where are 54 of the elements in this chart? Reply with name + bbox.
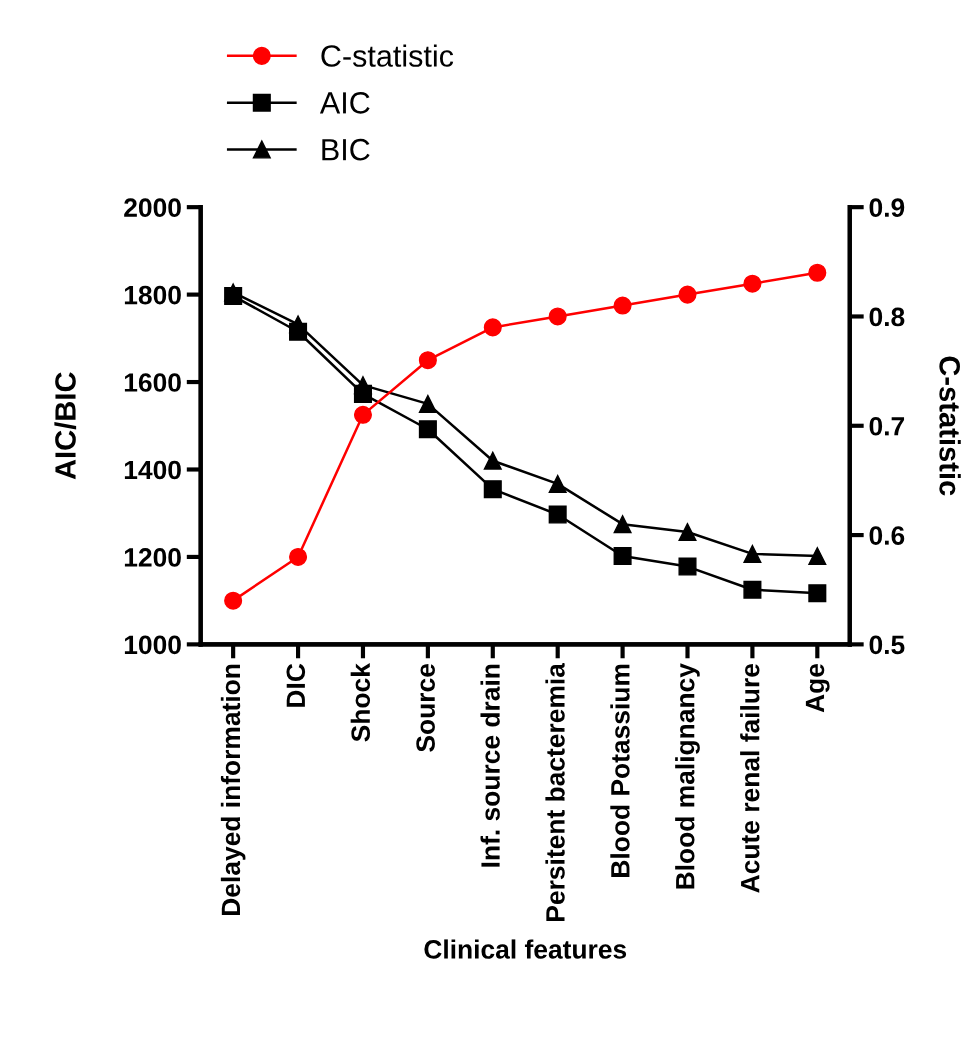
- point: [418, 420, 437, 439]
- point: [289, 322, 308, 341]
- point: [353, 384, 372, 403]
- x-tick-label: Inf. source drain: [480, 664, 500, 867]
- y2-axis-title: C-statistic: [939, 356, 961, 496]
- y2-tick-label: 0.6: [869, 526, 905, 545]
- y2-tick-label: 0.7: [869, 416, 905, 436]
- y-tick-label: 1800: [124, 285, 181, 305]
- point: [743, 544, 762, 563]
- x-tick-label: Shock: [350, 663, 371, 742]
- point: [743, 274, 762, 293]
- y2-tick-label: 0.5: [869, 635, 905, 655]
- point: [808, 263, 827, 282]
- legend-label: AIC: [319, 92, 370, 114]
- y2-tick-label: 0.9: [869, 198, 905, 217]
- x-tick-label: Blood Potassium: [610, 664, 630, 877]
- y-tick-label: 1200: [124, 548, 181, 567]
- legend-label: BIC: [322, 138, 370, 161]
- point: [418, 394, 437, 413]
- point: [613, 296, 632, 315]
- y-tick-label: 1000: [124, 635, 181, 655]
- x-tick-label: Age: [805, 664, 830, 713]
- point: [224, 591, 243, 610]
- point: [743, 580, 762, 599]
- point: [678, 522, 697, 542]
- x-tick-label: Blood malignancy: [675, 663, 700, 889]
- point: [613, 547, 632, 566]
- point: [613, 515, 632, 534]
- point: [808, 584, 827, 603]
- legend-label: C-statistic: [321, 44, 454, 67]
- point: [483, 480, 502, 499]
- point: [289, 547, 308, 566]
- point: [418, 351, 437, 370]
- point: [224, 286, 243, 305]
- point: [678, 557, 697, 576]
- x-tick-label: DIC: [286, 663, 306, 707]
- point: [808, 547, 827, 566]
- x-tick-label: Delayed information: [220, 664, 246, 916]
- y-tick-label: 2000: [124, 198, 181, 217]
- y-tick-label: 1400: [124, 460, 181, 480]
- x-tick-label: Acute renal failure: [740, 664, 760, 893]
- point: [548, 474, 567, 493]
- y-tick-label: 1600: [124, 373, 181, 392]
- y2-tick-label: 0.8: [869, 307, 905, 327]
- x-tick-label: Persitent bacteremia: [545, 662, 565, 921]
- point: [483, 451, 502, 470]
- point: [678, 285, 697, 304]
- x-tick-label: Source: [416, 664, 435, 752]
- point: [353, 405, 372, 424]
- point: [548, 307, 567, 326]
- point: [548, 505, 567, 524]
- y-axis-title: AIC/BIC: [54, 372, 77, 480]
- point: [483, 318, 502, 337]
- x-axis-title: Clinical features: [424, 939, 627, 959]
